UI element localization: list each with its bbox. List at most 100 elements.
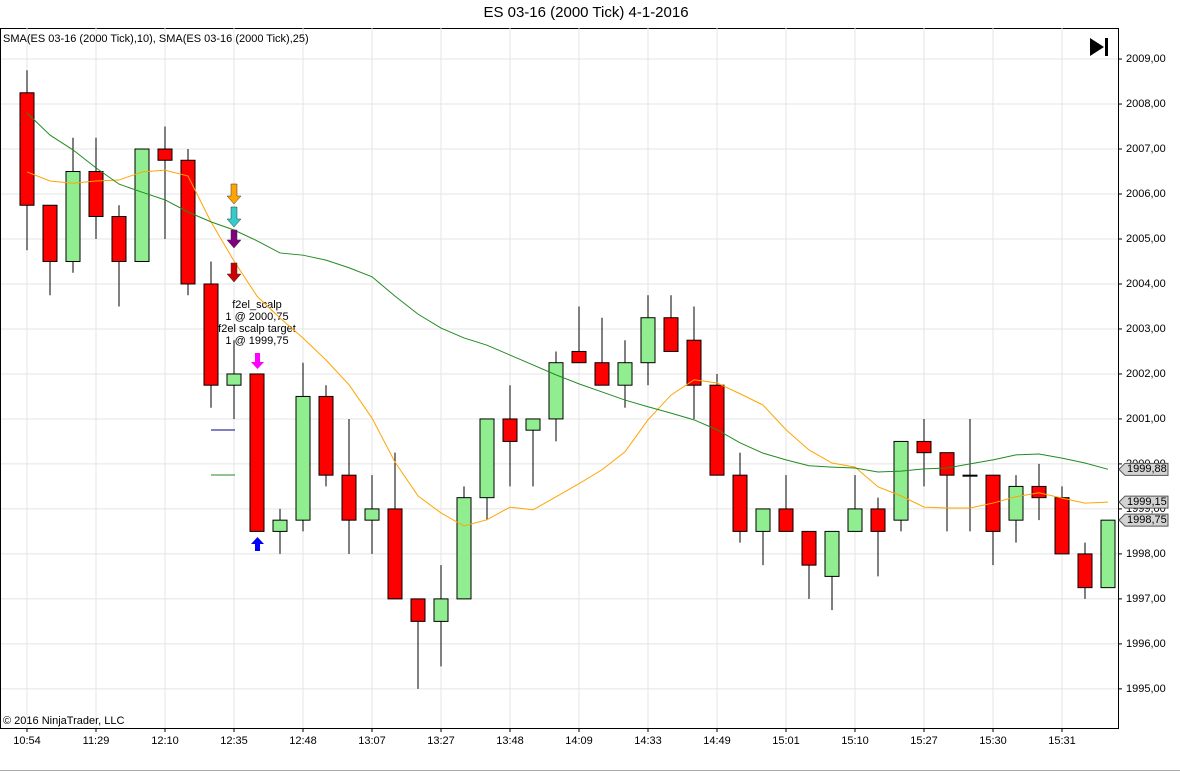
copyright: © 2016 NinjaTrader, LLC [3, 715, 124, 727]
candle-body [502, 418, 518, 442]
candle-body [249, 373, 265, 532]
candle-body [778, 508, 794, 532]
candle-body [341, 474, 357, 521]
arrow [251, 537, 264, 551]
x-tick-label: 15:27 [910, 735, 938, 747]
annotation: f2el scalp target [218, 323, 296, 335]
x-tick-label: 14:09 [565, 735, 593, 747]
x-tick-label: 12:48 [289, 735, 317, 747]
y-tick-label: 2005,00 [1126, 233, 1166, 245]
price-tag [1118, 462, 1169, 476]
price-tag [1118, 513, 1169, 527]
annotation: 1 @ 1999,75 [225, 335, 288, 347]
candle-body [617, 362, 633, 386]
chart-title: ES 03-16 (2000 Tick) 4-1-2016 [483, 4, 688, 21]
candle-body [479, 418, 495, 499]
price-tag [1118, 495, 1169, 509]
play-icon[interactable] [1090, 38, 1104, 56]
y-tick-label: 2008,00 [1126, 98, 1166, 110]
y-tick-label: 2007,00 [1126, 143, 1166, 155]
candle-body [456, 497, 472, 600]
price-tag-label: 1999,88 [1127, 463, 1167, 475]
candle-body [571, 350, 587, 364]
candle-body [272, 519, 288, 532]
candle-body [226, 373, 242, 386]
arrow [226, 262, 242, 283]
candle-body [134, 148, 150, 262]
arrow [226, 183, 242, 205]
play-button[interactable] [1090, 38, 1108, 56]
annotation: f2el_scalp [232, 299, 282, 311]
candle-body [318, 395, 334, 476]
signal-arrows [211, 183, 264, 551]
x-tick-label: 11:29 [83, 735, 110, 747]
arrow [251, 353, 264, 369]
x-tick-label: 12:35 [220, 735, 248, 747]
candle-body [364, 508, 380, 521]
candle-body [111, 215, 127, 262]
candle-body [916, 440, 932, 454]
y-tick-label: 1997,00 [1126, 593, 1166, 605]
candle-body [42, 204, 58, 262]
sma-line [26, 169, 1109, 527]
candle-body [157, 148, 173, 161]
y-axis-area [1119, 29, 1180, 729]
arrow [226, 206, 242, 228]
candle-body [962, 474, 978, 477]
x-tick-label: 10:54 [13, 735, 41, 747]
candle-body [548, 362, 564, 420]
candle-body [640, 317, 656, 364]
candle-body [1008, 485, 1024, 521]
price-tag-label: 1998,75 [1127, 514, 1167, 526]
candle-body [801, 530, 817, 566]
x-tick-label: 15:01 [772, 735, 800, 747]
candle-body [1100, 519, 1116, 589]
y-tick-label: 2006,00 [1126, 188, 1166, 200]
candle-body [387, 508, 403, 600]
candle-body [1031, 485, 1047, 499]
y-tick-label: 1996,00 [1126, 638, 1166, 650]
x-tick-label: 13:27 [427, 735, 455, 747]
candle-body [88, 171, 104, 217]
candle-body [594, 362, 610, 386]
candle-body [939, 452, 955, 476]
play-bar[interactable] [1105, 38, 1108, 56]
arrow [226, 229, 242, 249]
candle-body [1077, 553, 1093, 589]
candle-body [410, 598, 426, 622]
y-tick-label: 2001,00 [1126, 413, 1166, 425]
indicator-label: SMA(ES 03-16 (2000 Tick),10), SMA(ES 03-… [3, 33, 309, 45]
x-tick-label: 13:07 [358, 735, 386, 747]
candle-body [1054, 497, 1070, 555]
candle-body [824, 530, 840, 577]
x-tick-label: 15:10 [841, 735, 869, 747]
sma-line [26, 112, 1109, 473]
candle-body [870, 508, 886, 532]
candle-body [203, 283, 219, 386]
x-tick-label: 15:31 [1048, 735, 1076, 747]
y-tick-label: 2009,00 [1126, 53, 1166, 65]
candle-body [732, 474, 748, 532]
annotation: 1 @ 2000,75 [225, 311, 288, 323]
x-tick-label: 14:33 [634, 735, 662, 747]
candle-body [19, 92, 35, 206]
price-tag-label: 1999,15 [1127, 496, 1167, 508]
candle-body [847, 508, 863, 532]
candle-body [65, 171, 81, 262]
candle-body [893, 440, 909, 521]
candle-body [433, 598, 449, 622]
y-tick-label: 2002,00 [1126, 368, 1166, 380]
candle-body [686, 339, 702, 386]
x-tick-label: 15:30 [979, 735, 1007, 747]
candle-body [525, 418, 541, 431]
y-tick-label: 1998,00 [1126, 548, 1166, 560]
candle-body [663, 317, 679, 352]
candle-body [295, 395, 311, 521]
x-tick-label: 14:49 [703, 735, 731, 747]
y-tick-label: 1995,00 [1126, 683, 1166, 695]
x-tick-label: 13:48 [496, 735, 524, 747]
x-tick-label: 12:10 [151, 735, 179, 747]
candle-body [180, 159, 196, 285]
